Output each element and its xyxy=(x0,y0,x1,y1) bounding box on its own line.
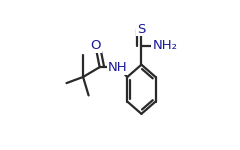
Text: S: S xyxy=(137,22,146,36)
Text: NH₂: NH₂ xyxy=(152,39,177,52)
Text: O: O xyxy=(90,39,101,52)
Text: NH: NH xyxy=(108,61,127,74)
